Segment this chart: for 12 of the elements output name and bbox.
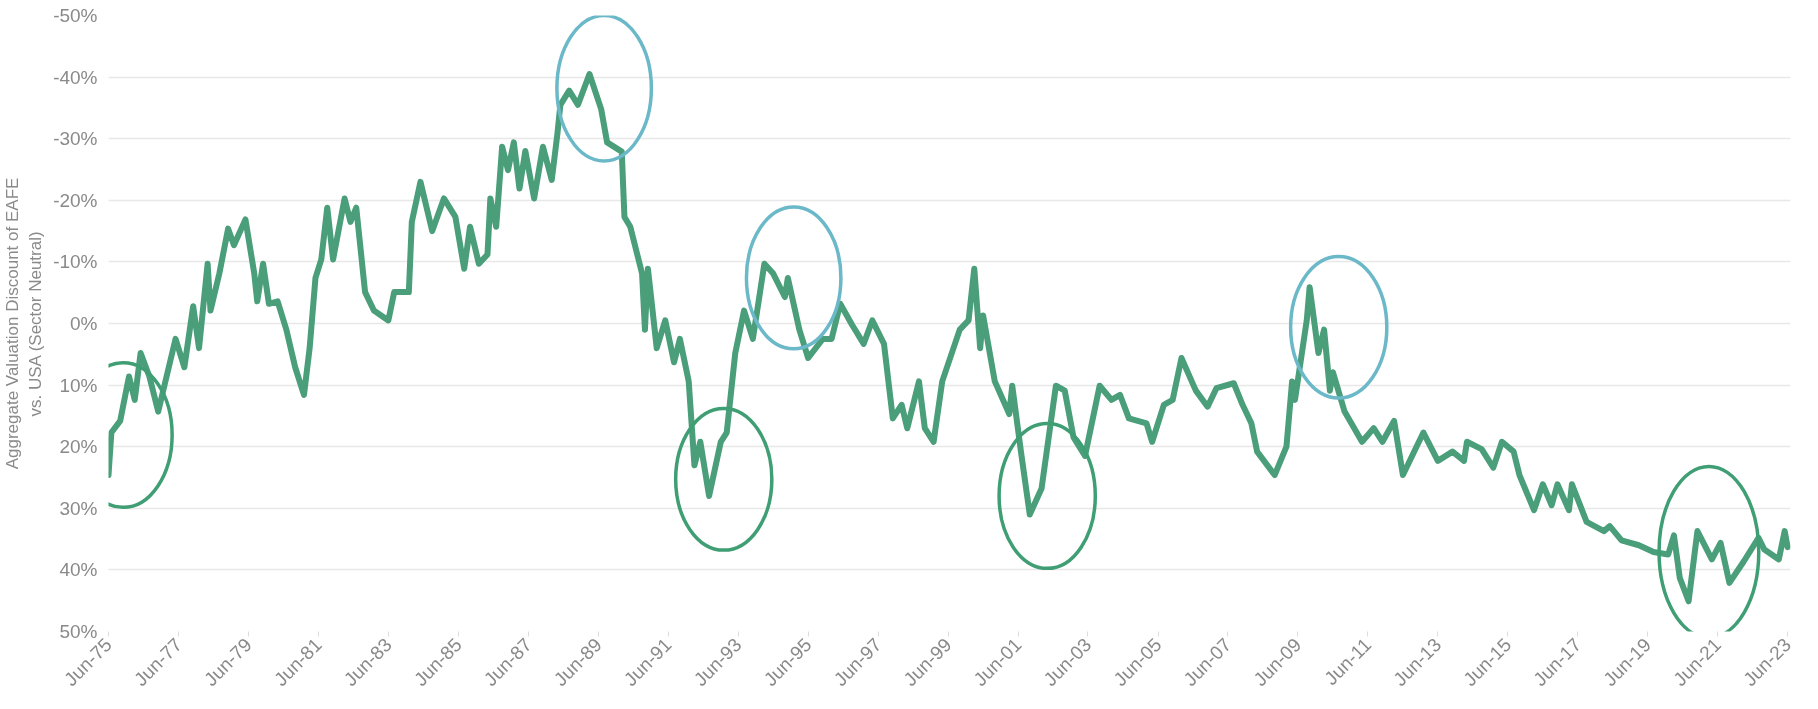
y-tick-label: 10% [59,374,98,396]
y-tick-label: 40% [59,559,98,581]
y-tick-label: -10% [53,251,98,273]
y-tick-label: -20% [53,189,98,211]
y-tick-label: 50% [59,621,98,642]
y-tick-label: 20% [59,436,98,458]
y-tick-label: 30% [59,497,98,519]
y-axis-title: Aggregate Valuation Discount of EAFE vs. USA (Sector Neutral) [3,177,46,470]
y-tick-label: -30% [53,128,98,150]
y-tick-label: -50% [53,5,98,26]
y-tick-label: -40% [53,66,98,88]
y-tick-label: 0% [70,313,98,334]
